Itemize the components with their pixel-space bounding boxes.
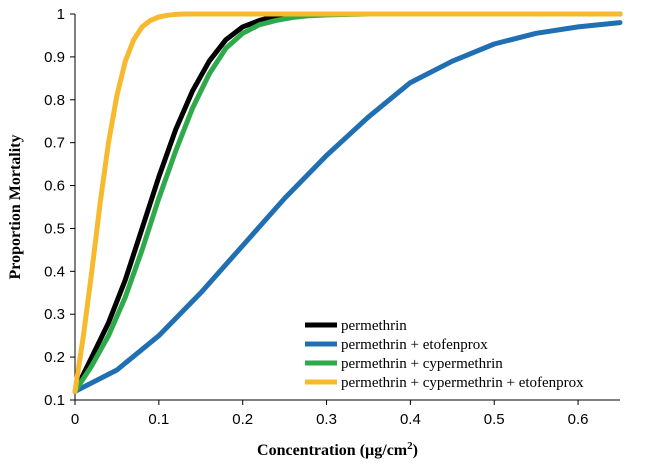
axes bbox=[74, 14, 620, 401]
series-lines bbox=[72, 11, 623, 394]
y-tick-label: 0.5 bbox=[44, 220, 65, 237]
series-line-4 bbox=[72, 11, 623, 394]
y-tick-label: 0.8 bbox=[44, 92, 65, 109]
legend-label: permethrin + cypermethrin bbox=[341, 356, 503, 372]
legend-label: permethrin + cypermethrin + etofenprox bbox=[341, 375, 584, 391]
y-tick-label: 0.7 bbox=[44, 135, 65, 152]
x-axis-title-main: Concentration (µg/cm bbox=[257, 442, 408, 459]
x-tick-label: 0.5 bbox=[484, 411, 505, 428]
x-axis-title-superscript: 2 bbox=[407, 440, 413, 452]
y-tick-label: 0.2 bbox=[44, 349, 65, 366]
y-tick-label: 0.3 bbox=[44, 306, 65, 323]
x-axis-title: Concentration (µg/cm2) bbox=[257, 440, 418, 459]
y-axis-title: Proportion Mortality bbox=[7, 134, 24, 279]
x-tick-label: 0.2 bbox=[232, 411, 253, 428]
y-tick-label: 0.9 bbox=[44, 49, 65, 66]
y-tick-label: 0.6 bbox=[44, 178, 65, 195]
legend-label: permethrin bbox=[341, 318, 407, 334]
y-tick-label: 1 bbox=[57, 6, 65, 23]
x-tick-label: 0.6 bbox=[568, 411, 589, 428]
y-tick-label: 0.4 bbox=[44, 263, 65, 280]
legend: permethrin permethrin + etofenprox permeth… bbox=[305, 318, 584, 391]
x-ticks: 0 0.1 0.2 0.3 0.4 0.5 0.6 bbox=[71, 400, 589, 428]
x-axis-title-end: ) bbox=[413, 442, 418, 459]
x-tick-label: 0 bbox=[71, 411, 79, 428]
x-tick-label: 0.1 bbox=[148, 411, 169, 428]
x-tick-label: 0.3 bbox=[316, 411, 337, 428]
x-tick-label: 0.4 bbox=[400, 411, 421, 428]
y-tick-label: 0.1 bbox=[44, 392, 65, 409]
legend-label: permethrin + etofenprox bbox=[341, 337, 488, 353]
series-line-2 bbox=[72, 20, 623, 394]
y-ticks: 0.1 0.2 0.3 0.4 0.5 0.6 0.7 0.8 0.9 1 bbox=[44, 6, 75, 409]
